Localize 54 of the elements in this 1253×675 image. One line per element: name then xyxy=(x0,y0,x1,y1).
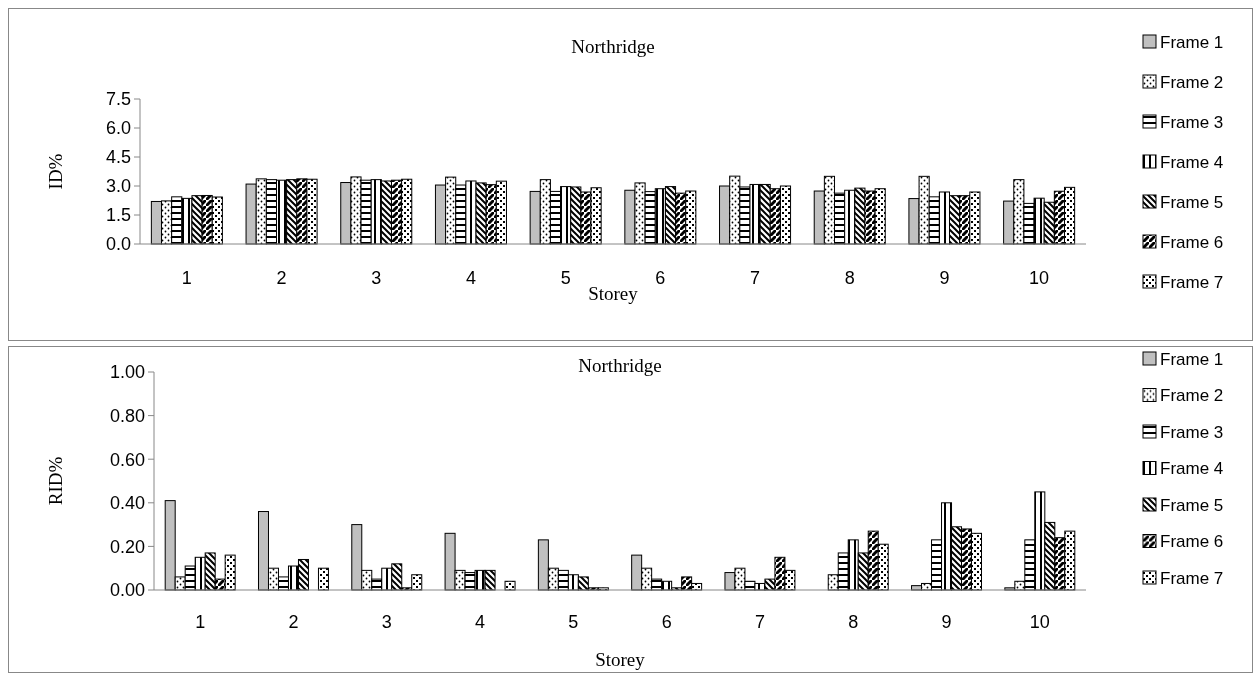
x-tick-label: 6 xyxy=(661,612,672,632)
bar xyxy=(504,580,516,591)
x-tick-label: 9 xyxy=(939,268,950,288)
x-tick-label: 9 xyxy=(941,612,952,632)
bar xyxy=(317,567,329,591)
chart-title: Northridge xyxy=(571,36,655,57)
y-axis-title: ID% xyxy=(45,153,66,190)
x-tick-label: 7 xyxy=(754,612,765,632)
x-tick-label: 3 xyxy=(371,268,382,288)
x-tick-label: 8 xyxy=(844,268,855,288)
x-tick-label: 10 xyxy=(1029,268,1050,288)
x-tick-label: 6 xyxy=(655,268,666,288)
y-tick-label: 6.0 xyxy=(105,118,131,139)
x-tick-label: 2 xyxy=(276,268,287,288)
legend-label: Frame 2 xyxy=(1160,72,1224,92)
legend-label: Frame 7 xyxy=(1160,568,1224,588)
y-tick-label: 0.80 xyxy=(109,405,145,426)
legend-label: Frame 1 xyxy=(1160,32,1224,52)
legend-label: Frame 5 xyxy=(1160,192,1224,212)
legend-label: Frame 7 xyxy=(1160,272,1224,292)
x-tick-label: 5 xyxy=(568,612,579,632)
x-tick-label: 1 xyxy=(181,268,192,288)
y-tick-label: 0.20 xyxy=(109,536,145,557)
y-axis-title: RID% xyxy=(45,456,66,506)
legend-label: Frame 6 xyxy=(1160,232,1224,252)
x-tick-label: 10 xyxy=(1029,612,1050,632)
legend-label: Frame 4 xyxy=(1160,459,1224,479)
x-tick-label: 4 xyxy=(465,268,476,288)
legend-label: Frame 3 xyxy=(1160,112,1224,132)
y-tick-label: 7.5 xyxy=(105,89,131,110)
legend-label: Frame 6 xyxy=(1160,532,1224,552)
x-axis-title: Storey xyxy=(595,649,646,670)
x-tick-label: 3 xyxy=(381,612,392,632)
x-tick-label: 5 xyxy=(560,268,571,288)
y-tick-label: 3.0 xyxy=(105,176,131,197)
x-tick-label: 2 xyxy=(288,612,299,632)
y-tick-label: 0.60 xyxy=(109,449,145,470)
y-tick-label: 0.40 xyxy=(109,493,145,514)
legend-label: Frame 1 xyxy=(1160,349,1224,369)
y-tick-label: 0.00 xyxy=(109,580,145,601)
x-tick-label: 4 xyxy=(475,612,486,632)
x-tick-label: 8 xyxy=(848,612,859,632)
x-tick-label: 7 xyxy=(750,268,761,288)
legend-label: Frame 2 xyxy=(1160,386,1224,406)
legend-label: Frame 4 xyxy=(1160,152,1224,172)
legend-label: Frame 5 xyxy=(1160,495,1224,515)
y-tick-label: 0.0 xyxy=(105,234,131,255)
x-axis-title: Storey xyxy=(588,283,639,304)
y-tick-label: 4.5 xyxy=(105,147,131,168)
y-tick-label: 1.5 xyxy=(105,205,131,226)
y-tick-label: 1.00 xyxy=(109,362,145,383)
chart-title: Northridge xyxy=(578,355,662,376)
x-tick-label: 1 xyxy=(195,612,206,632)
legend-label: Frame 3 xyxy=(1160,422,1224,442)
